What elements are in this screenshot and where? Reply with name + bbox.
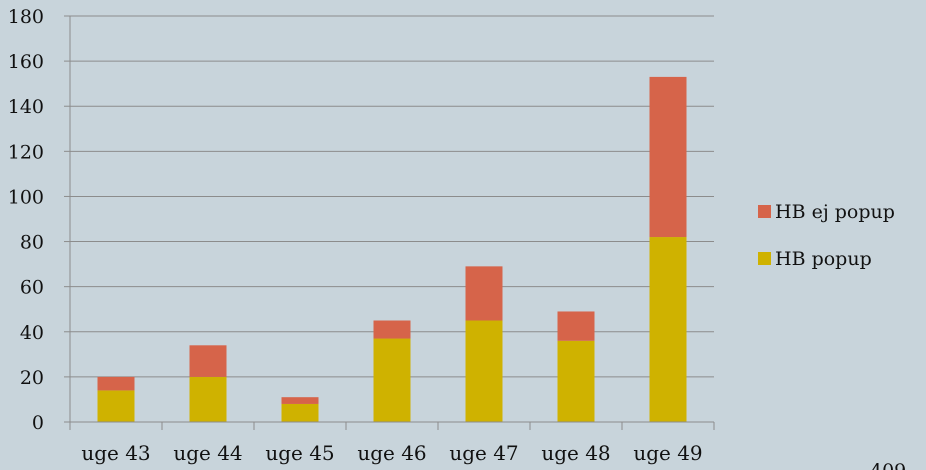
y-tick-label: 40 <box>20 322 44 344</box>
y-tick-label: 20 <box>20 367 44 389</box>
x-tick-label: uge 44 <box>173 441 242 465</box>
x-tick-label: uge 46 <box>357 441 426 465</box>
bar-segment <box>97 390 135 422</box>
bar-segment <box>189 345 227 377</box>
y-axis-tick-labels: 0 20 40 60 80 100 120 140 160 180 <box>8 6 44 434</box>
bar-segment <box>373 338 411 422</box>
x-tick-label: uge 47 <box>449 441 518 465</box>
corner-number: 409 <box>870 460 906 470</box>
bar-segment <box>557 340 595 422</box>
y-tick-label: 180 <box>8 6 44 28</box>
y-tick-label: 80 <box>20 232 44 254</box>
x-tick-label: uge 49 <box>633 441 702 465</box>
bar-segment <box>97 376 135 391</box>
axes <box>64 15 715 430</box>
bar-segment <box>189 376 227 422</box>
y-tick-label: 120 <box>8 141 44 163</box>
legend-swatch <box>758 205 771 218</box>
bar-segment <box>281 397 319 404</box>
bar-segment <box>465 320 503 422</box>
x-tick-label: uge 43 <box>81 441 150 465</box>
y-tick-label: 60 <box>20 277 44 299</box>
grid-lines <box>70 15 714 378</box>
x-tick-label: uge 48 <box>541 441 610 465</box>
x-tick-label: uge 45 <box>265 441 334 465</box>
bar-segment <box>465 266 503 321</box>
y-tick-label: 0 <box>32 412 44 434</box>
bar-segment <box>649 237 687 422</box>
bar-segment <box>557 311 595 341</box>
y-tick-label: 160 <box>8 51 44 73</box>
x-axis-tick-labels: uge 43 uge 44 uge 45 uge 46 uge 47 uge 48 uge … <box>81 441 702 465</box>
legend-label: HB popup <box>775 248 872 270</box>
legend-swatch <box>758 252 771 265</box>
bar-segment <box>281 403 319 422</box>
y-tick-label: 140 <box>8 96 44 118</box>
bars <box>97 76 687 422</box>
legend-label: HB ej popup <box>775 201 895 223</box>
y-tick-label: 100 <box>8 186 44 208</box>
bar-segment <box>373 320 411 339</box>
bar-segment <box>649 76 687 238</box>
legend: HB ej popup HB popup <box>758 201 895 270</box>
